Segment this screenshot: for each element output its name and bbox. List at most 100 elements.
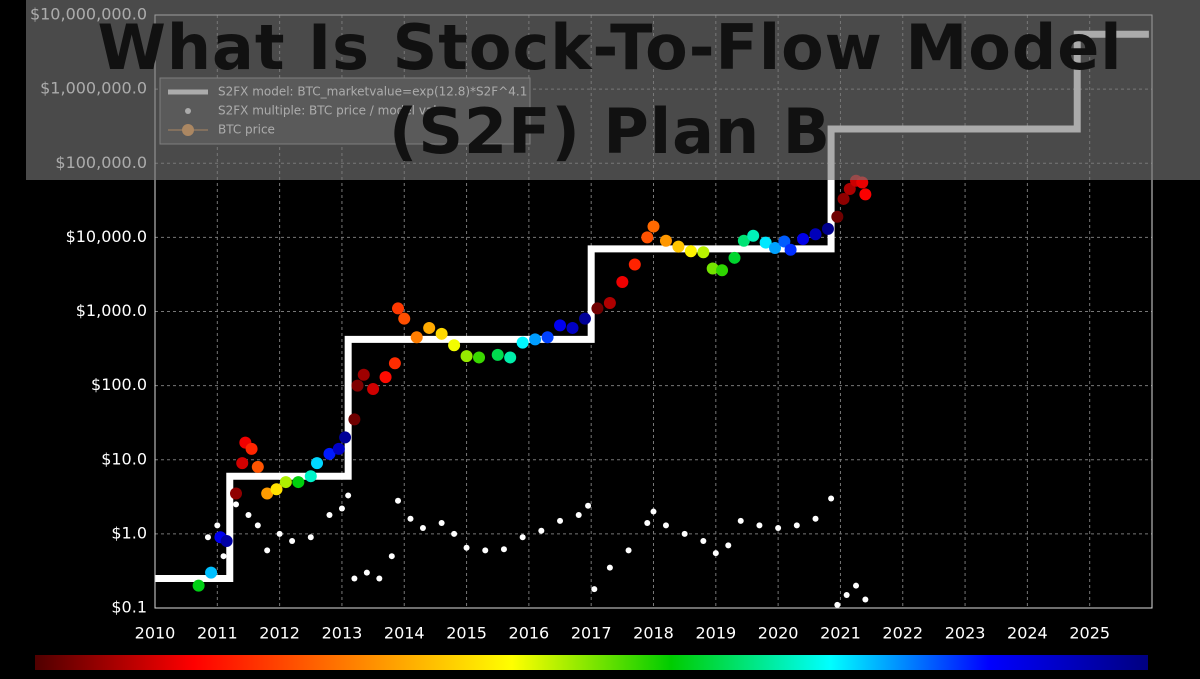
x-tick-label: 2014 xyxy=(384,624,425,643)
x-tick-label: 2018 xyxy=(633,624,674,643)
price-point xyxy=(591,302,604,315)
multiple-point xyxy=(326,511,333,518)
y-tick-label: $0.1 xyxy=(111,598,147,617)
price-point xyxy=(348,413,361,426)
x-tick-label: 2023 xyxy=(945,624,986,643)
multiple-point xyxy=(681,530,688,537)
multiple-point xyxy=(419,525,426,532)
multiple-point xyxy=(407,515,414,522)
price-point xyxy=(737,234,750,247)
price-point xyxy=(323,447,336,460)
price-point xyxy=(659,234,672,247)
price-point xyxy=(423,321,436,334)
price-point xyxy=(728,251,741,264)
multiple-point xyxy=(700,538,707,545)
price-point xyxy=(332,442,345,455)
price-point xyxy=(769,241,782,254)
multiple-point xyxy=(233,501,240,508)
price-point xyxy=(628,258,641,271)
price-point xyxy=(672,240,685,253)
price-point xyxy=(304,470,317,483)
multiple-point xyxy=(662,522,669,529)
multiple-point xyxy=(338,505,345,512)
price-point xyxy=(220,535,233,548)
multiple-point xyxy=(625,547,632,554)
price-point xyxy=(230,487,243,500)
price-point xyxy=(491,348,504,361)
x-tick-label: 2019 xyxy=(695,624,736,643)
multiple-point xyxy=(519,534,526,541)
price-point xyxy=(245,442,258,455)
multiple-point xyxy=(451,530,458,537)
price-point xyxy=(747,229,760,242)
multiple-point xyxy=(644,520,651,527)
multiple-point xyxy=(214,522,221,529)
price-point xyxy=(339,431,352,444)
x-tick-label: 2013 xyxy=(322,624,363,643)
price-point xyxy=(716,264,729,277)
multiple-point xyxy=(245,511,252,518)
price-point xyxy=(367,383,380,396)
price-point xyxy=(778,235,791,248)
x-tick-label: 2010 xyxy=(135,624,176,643)
price-point xyxy=(641,231,654,244)
price-point xyxy=(388,357,401,370)
price-point xyxy=(279,476,292,489)
x-tick-label: 2021 xyxy=(820,624,861,643)
x-tick-label: 2011 xyxy=(197,624,238,643)
price-point xyxy=(236,457,249,470)
price-point xyxy=(473,351,486,364)
multiple-point xyxy=(575,511,582,518)
price-point xyxy=(460,350,473,363)
price-point xyxy=(398,312,411,325)
multiple-point xyxy=(388,553,395,560)
multiple-point xyxy=(220,553,227,560)
price-point xyxy=(837,192,850,205)
price-point xyxy=(379,371,392,384)
x-tick-label: 2025 xyxy=(1069,624,1110,643)
x-tick-label: 2020 xyxy=(758,624,799,643)
multiple-point xyxy=(482,547,489,554)
multiple-point xyxy=(834,601,841,608)
multiple-point xyxy=(264,547,271,554)
price-point xyxy=(448,339,461,352)
x-tick-label: 2017 xyxy=(571,624,612,643)
price-point xyxy=(516,336,529,349)
price-point xyxy=(843,182,856,195)
price-point xyxy=(647,220,660,233)
price-point xyxy=(392,302,405,315)
y-tick-label: $100.0 xyxy=(91,375,147,394)
price-point xyxy=(292,476,305,489)
y-tick-label: $10.0 xyxy=(101,449,147,468)
x-tick-label: 2022 xyxy=(882,624,923,643)
y-tick-label: $1,000.0 xyxy=(76,301,147,320)
price-point xyxy=(504,351,517,364)
multiple-point xyxy=(862,596,869,603)
price-point xyxy=(351,379,364,392)
price-point xyxy=(192,579,205,592)
multiple-point xyxy=(712,550,719,557)
multiple-point xyxy=(853,582,860,589)
price-point xyxy=(435,327,448,340)
price-point xyxy=(529,333,542,346)
price-point xyxy=(603,297,616,310)
price-point xyxy=(821,222,834,235)
multiple-point xyxy=(557,517,564,524)
price-point xyxy=(616,276,629,289)
price-point xyxy=(554,319,567,332)
multiple-point xyxy=(725,542,732,549)
price-point xyxy=(859,188,872,201)
price-point xyxy=(831,210,844,223)
price-point xyxy=(566,321,579,334)
price-point xyxy=(797,233,810,246)
multiple-point xyxy=(737,517,744,524)
multiple-point xyxy=(538,527,545,534)
price-point xyxy=(809,228,822,241)
x-tick-label: 2016 xyxy=(509,624,550,643)
multiple-point xyxy=(585,502,592,509)
chart-title: What Is Stock-To-Flow Model (S2F) Plan B xyxy=(97,11,1123,168)
price-point xyxy=(697,246,710,259)
multiple-point xyxy=(276,530,283,537)
y-tick-label: $1.0 xyxy=(111,523,147,542)
